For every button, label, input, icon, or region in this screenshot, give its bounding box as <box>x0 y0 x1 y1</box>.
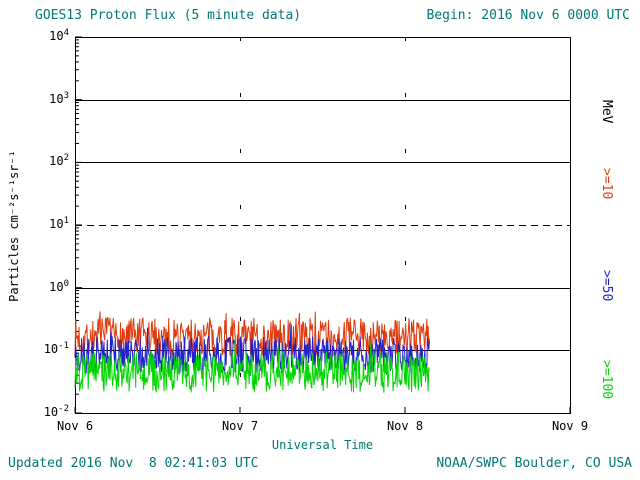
energy-label-100: >=100 <box>599 360 614 400</box>
y-tick-label: 10-2 <box>43 404 69 419</box>
y-tick-label: 103 <box>49 90 69 106</box>
chart-title: GOES13 Proton Flux (5 minute data) <box>35 8 302 23</box>
energy-label-MeV: MeV <box>599 100 614 124</box>
y-tick-label: 104 <box>49 28 69 43</box>
y-tick-label: 10-1 <box>43 341 69 357</box>
energy-label-10: >=10 <box>599 168 614 200</box>
y-tick-label: 101 <box>49 216 69 231</box>
y-tick-label: 100 <box>49 278 69 294</box>
flux-series-100 <box>74 335 430 393</box>
x-tick-label: Nov 8 <box>386 419 424 433</box>
x-axis-title: Universal Time <box>271 438 374 452</box>
y-tick-label: 102 <box>49 153 69 169</box>
updated-timestamp: Updated 2016 Nov 8 02:41:03 UTC <box>8 456 259 471</box>
x-tick-label: Nov 6 <box>56 419 94 433</box>
x-tick-label: Nov 9 <box>551 419 589 433</box>
x-tick-label: Nov 7 <box>221 419 259 433</box>
flux-series-10 <box>74 311 430 359</box>
flux-series-50 <box>74 326 430 375</box>
source-attribution: NOAA/SWPC Boulder, CO USA <box>436 456 632 471</box>
energy-label-50: >=50 <box>599 270 614 302</box>
y-axis-title: Particles cm⁻²s⁻¹sr⁻¹ <box>7 150 21 302</box>
begin-time-label: Begin: 2016 Nov 6 0000 UTC <box>426 8 631 23</box>
